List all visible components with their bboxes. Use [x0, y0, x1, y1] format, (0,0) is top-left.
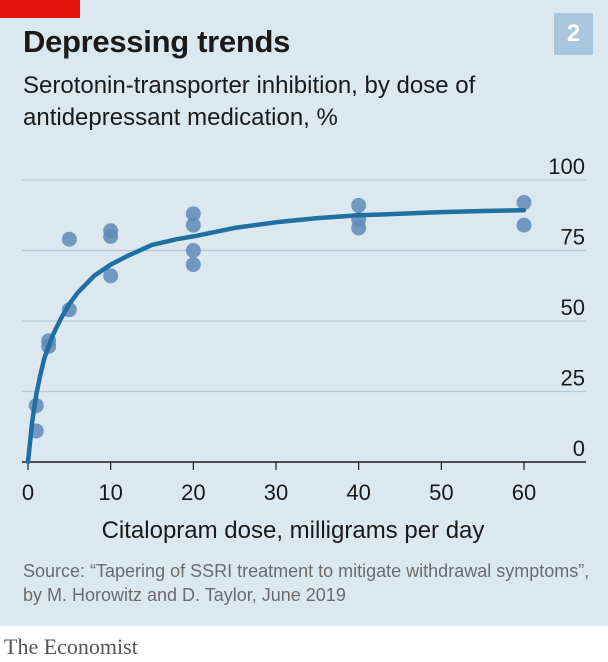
y-tick-label: 100	[548, 154, 585, 179]
chart-subtitle: Serotonin-transporter inhibition, by dos…	[23, 72, 476, 131]
data-point	[61, 231, 77, 247]
chart-title: Depressing trends	[23, 24, 291, 59]
fit-curve	[25, 207, 527, 465]
source-note: Source: “Tapering of SSRI treatment to m…	[23, 561, 590, 605]
gridlines	[22, 179, 586, 463]
fit-curve-group	[25, 207, 527, 465]
data-point	[185, 206, 201, 222]
data-points	[28, 195, 532, 439]
data-point	[185, 243, 201, 258]
brand-logo-text: The Economist	[4, 634, 138, 659]
x-tick-label: 30	[264, 480, 288, 505]
y-tick-label: 25	[561, 366, 585, 391]
x-tick-label: 40	[346, 480, 370, 505]
y-tick-label: 75	[561, 225, 585, 250]
x-tick-label: 20	[181, 480, 205, 505]
x-tick-label: 50	[429, 480, 453, 505]
data-point	[516, 195, 532, 211]
x-tick-label: 0	[22, 480, 34, 505]
chart-number-badge: 2	[554, 13, 593, 55]
data-point	[351, 197, 367, 213]
data-point	[351, 220, 367, 236]
x-tick-labels: 0 10 20 30 40 50 60	[22, 462, 536, 505]
x-tick-label: 60	[512, 480, 536, 505]
y-tick-labels: 0 25 50 75 100	[548, 154, 585, 461]
x-tick-label: 10	[98, 480, 122, 505]
data-point	[103, 228, 119, 244]
brand-red-tag	[0, 0, 80, 18]
chart-panel	[0, 0, 608, 626]
y-tick-label: 0	[573, 436, 585, 461]
data-point	[185, 217, 201, 233]
chart-plot: 0 25 50 75 100 0 10 20 30 40 50 60 Citalopram dose…	[22, 154, 586, 544]
data-point	[185, 257, 201, 273]
x-axis-label: Citalopram dose, milligrams per day	[102, 517, 485, 544]
data-point	[516, 217, 532, 233]
data-point	[103, 268, 119, 284]
y-tick-label: 50	[561, 295, 585, 320]
